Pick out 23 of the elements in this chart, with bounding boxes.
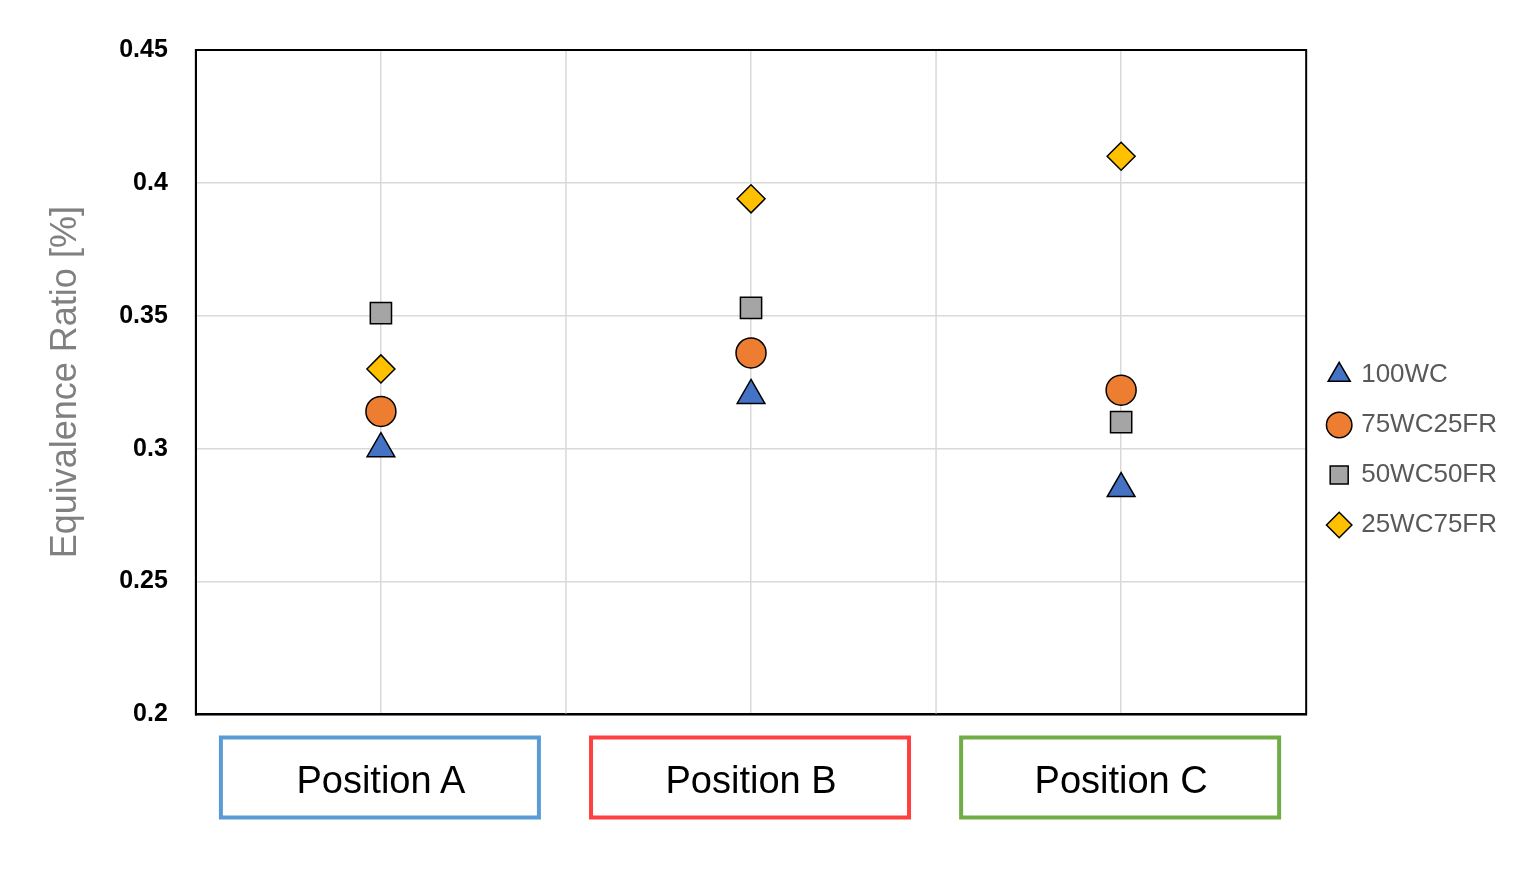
y-tick-label: 0.4 (133, 166, 168, 195)
legend-label: 25WC75FR (1361, 508, 1498, 539)
y-tick-label: 0.45 (119, 33, 168, 62)
legend-label: 100WC (1361, 358, 1448, 389)
point (1106, 141, 1136, 172)
legend-label: 50WC50FR (1361, 458, 1498, 489)
x-tick-label: Position A (296, 758, 467, 801)
legend-label: 75WC25FR (1361, 408, 1498, 439)
y-tick-label: 0.2 (133, 698, 168, 727)
point (1105, 374, 1137, 406)
point (739, 296, 763, 320)
point (735, 337, 767, 369)
point (365, 395, 397, 428)
y-tick-label: 0.35 (119, 299, 168, 328)
point (736, 184, 766, 214)
point (366, 354, 396, 384)
point (1109, 410, 1133, 434)
y-tick-label: 0.3 (133, 432, 168, 461)
y-tick-label: 0.25 (119, 565, 168, 594)
point (369, 301, 393, 325)
x-tick-label: Position C (1034, 758, 1208, 801)
y-axis-title: Equivalence Ratio [%] (42, 206, 84, 559)
x-tick-label: Position B (665, 758, 837, 801)
